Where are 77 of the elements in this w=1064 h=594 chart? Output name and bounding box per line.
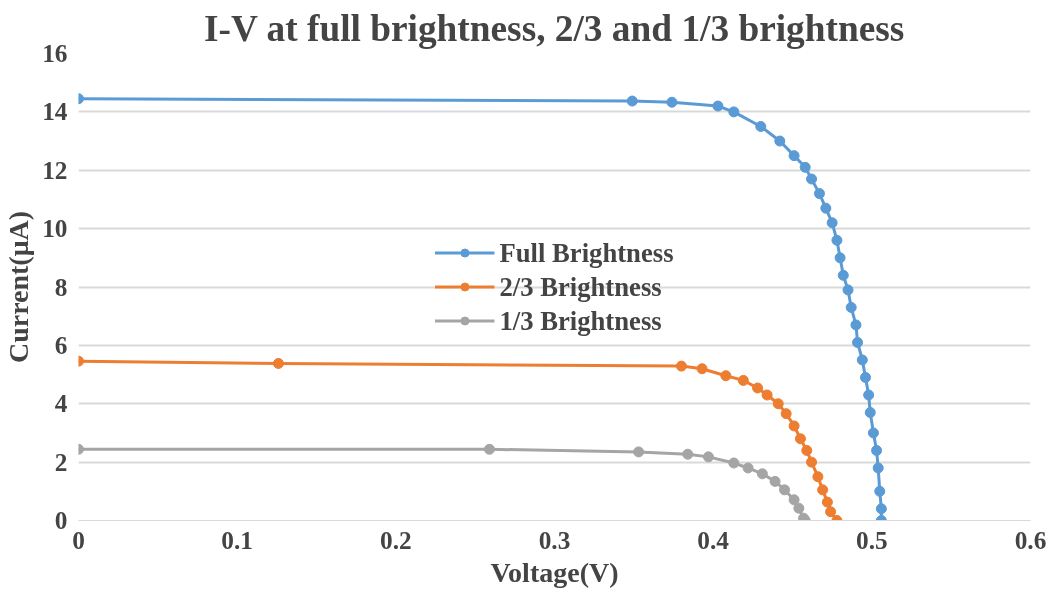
point [831,234,843,246]
legend-label: 1/3 Brightness [499,305,662,336]
point [806,456,818,468]
point [794,433,806,445]
point [812,471,824,483]
point [272,357,284,369]
point [850,319,862,331]
y-tick-label: 16 [42,39,68,67]
x-tick-label: 0.4 [697,525,730,554]
point [682,448,694,460]
point [483,443,495,455]
point [626,95,638,107]
point [633,446,645,458]
point [666,96,678,108]
point [820,202,832,214]
point [761,389,773,401]
point [834,252,846,264]
point [867,427,879,439]
point [720,370,732,382]
x-tick-label: 0.1 [221,525,254,554]
point [813,188,825,200]
point [837,269,849,281]
point [788,420,800,432]
x-tick-label: 0.6 [1014,525,1047,554]
point [755,120,767,132]
point [675,360,687,372]
y-tick-label: 12 [42,155,68,184]
point [756,468,768,480]
y-tick-label: 0 [54,506,68,534]
point [737,374,749,386]
point [852,336,864,348]
point [871,444,883,456]
point [821,496,833,508]
point [806,173,818,185]
y-tick-label: 2 [54,447,68,476]
y-tick-label: 6 [54,330,68,359]
point [801,444,813,456]
x-tick-label: 0.5 [856,525,888,554]
y-axis-title: Current(μA) [3,210,35,364]
point [842,284,854,296]
y-tick-label: 8 [54,272,68,301]
point [864,407,876,418]
y-tick-label: 14 [42,97,68,126]
point [772,398,784,410]
point [742,462,754,474]
point [859,371,871,383]
point [779,484,791,496]
point [696,363,708,375]
chart-title: I-V at full brightness, 2/3 and 1/3 brightness [203,7,905,49]
point [872,462,884,474]
point [799,161,811,173]
x-tick-label: 0.2 [380,525,412,554]
point [826,217,838,229]
point [774,135,786,147]
point [793,502,805,514]
point [728,457,740,469]
point [769,475,781,487]
y-tick-label: 4 [54,389,68,418]
point [780,408,792,420]
x-axis-title: Voltage(V) [490,556,619,588]
legend-label: Full Brightness [499,237,674,268]
point [845,301,857,313]
point [752,382,764,394]
point [702,451,714,463]
point [817,484,829,496]
point [874,485,886,497]
point [875,503,887,515]
y-tick-label: 10 [42,214,68,243]
point [863,389,875,401]
point [728,106,740,118]
point [788,494,800,506]
x-tick-label: 0.3 [538,525,571,554]
point [788,150,800,162]
point [712,100,724,112]
point [825,506,837,518]
legend-label: 2/3 Brightness [499,271,662,302]
point [856,354,868,366]
